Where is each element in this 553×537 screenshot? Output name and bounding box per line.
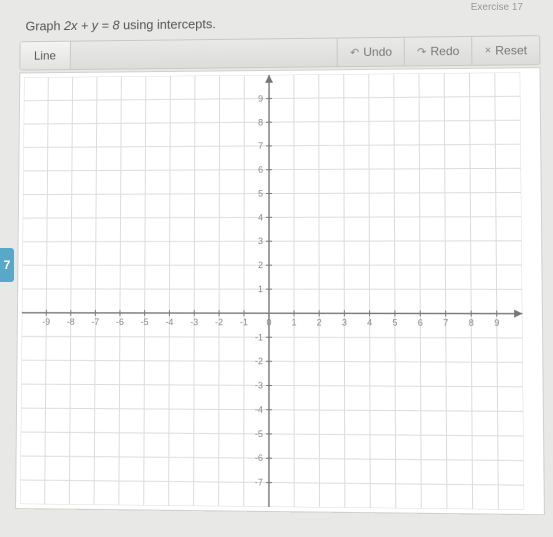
svg-text:-6: -6	[116, 317, 124, 327]
graph-toolbar: Line ↶ Undo ↷ Redo × Reset	[19, 35, 540, 70]
undo-icon: ↶	[350, 46, 359, 59]
svg-text:-1: -1	[255, 332, 263, 342]
svg-text:-2: -2	[255, 356, 263, 366]
svg-text:7: 7	[258, 141, 263, 151]
undo-button[interactable]: ↶ Undo	[337, 38, 404, 67]
svg-text:9: 9	[258, 94, 263, 104]
redo-button[interactable]: ↷ Redo	[404, 37, 472, 66]
svg-text:-7: -7	[91, 317, 99, 327]
svg-text:-4: -4	[255, 404, 263, 414]
svg-text:1: 1	[258, 284, 263, 294]
svg-text:7: 7	[443, 317, 448, 327]
svg-text:6: 6	[258, 165, 263, 175]
svg-text:-1: -1	[240, 317, 248, 327]
reset-button[interactable]: × Reset	[471, 36, 539, 65]
svg-text:5: 5	[258, 188, 263, 198]
svg-text:-2: -2	[215, 317, 223, 327]
reset-label: Reset	[495, 43, 527, 57]
svg-text:2: 2	[258, 260, 263, 270]
line-tool-button[interactable]: Line	[20, 42, 70, 70]
prompt-post: using intercepts.	[120, 16, 216, 32]
prompt-equation: 2x + y = 8	[64, 18, 120, 33]
prompt-pre: Graph	[25, 18, 64, 33]
svg-text:-4: -4	[165, 317, 173, 327]
svg-text:8: 8	[258, 117, 263, 127]
svg-text:1: 1	[292, 317, 297, 327]
svg-text:-7: -7	[255, 477, 263, 487]
coordinate-grid: -9-8-7-6-5-4-3-2-10123456789123456789-1-…	[20, 72, 524, 509]
toolbar-spacer	[71, 52, 338, 55]
svg-text:3: 3	[258, 236, 263, 246]
redo-label: Redo	[430, 44, 459, 58]
svg-text:-9: -9	[42, 317, 50, 327]
reset-icon: ×	[485, 45, 492, 57]
undo-label: Undo	[363, 45, 392, 59]
svg-text:3: 3	[342, 317, 347, 327]
svg-text:-3: -3	[190, 317, 198, 327]
graph-area[interactable]: -9-8-7-6-5-4-3-2-10123456789123456789-1-…	[15, 67, 545, 515]
svg-text:-5: -5	[255, 429, 263, 439]
svg-text:8: 8	[469, 317, 474, 327]
line-tool-label: Line	[34, 49, 56, 63]
svg-text:-3: -3	[255, 380, 263, 390]
question-prompt: Graph 2x + y = 8 using intercepts.	[25, 12, 540, 33]
svg-text:9: 9	[494, 318, 499, 328]
svg-text:-6: -6	[255, 453, 263, 463]
svg-text:2: 2	[317, 317, 322, 327]
redo-icon: ↷	[417, 45, 426, 58]
svg-text:4: 4	[367, 317, 372, 327]
svg-text:-5: -5	[141, 317, 149, 327]
svg-text:4: 4	[258, 212, 263, 222]
svg-text:6: 6	[418, 317, 423, 327]
svg-text:-8: -8	[67, 317, 75, 327]
svg-text:0: 0	[266, 317, 271, 327]
svg-text:5: 5	[392, 317, 397, 327]
